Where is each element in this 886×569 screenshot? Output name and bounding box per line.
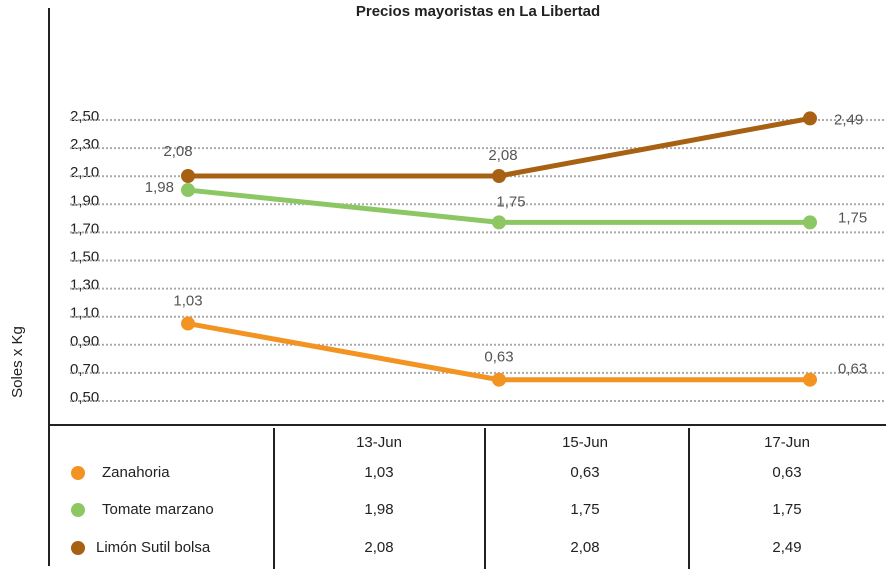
- data-label: 0,63: [838, 361, 867, 378]
- data-label: 0,63: [484, 349, 513, 366]
- point: [803, 372, 817, 387]
- y-tick-label: 1,50: [70, 248, 99, 265]
- legend-label: Tomate marzano: [102, 501, 214, 518]
- chart-title: Precios mayoristas en La Libertad: [356, 3, 600, 20]
- y-tick-label: 1,70: [70, 220, 99, 237]
- table-cell: 2,08: [570, 539, 599, 556]
- y-tick-label: 0,90: [70, 333, 99, 350]
- table-header: 13-Jun: [356, 434, 402, 451]
- y-tick-label: 0,70: [70, 361, 99, 378]
- legend-label: Zanahoria: [102, 464, 170, 481]
- y-tick-label: 2,10: [70, 164, 99, 181]
- y-tick-label: 2,30: [70, 136, 99, 153]
- y-tick-label: 1,10: [70, 305, 99, 322]
- data-label: 1,75: [496, 193, 525, 210]
- table-cell: 1,75: [570, 501, 599, 518]
- table-cell: 0,63: [570, 464, 599, 481]
- point: [181, 316, 195, 331]
- table-cell: 0,63: [772, 464, 801, 481]
- point: [181, 183, 195, 198]
- point: [492, 215, 506, 230]
- legend-marker: [71, 503, 85, 517]
- table-cell: 1,98: [364, 501, 393, 518]
- y-tick-label: 0,50: [70, 389, 99, 406]
- table-cell: 1,75: [772, 501, 801, 518]
- table-cell: 2,08: [364, 539, 393, 556]
- data-label: 1,03: [173, 293, 202, 310]
- y-tick-label: 1,90: [70, 192, 99, 209]
- point: [492, 169, 506, 184]
- data-label: 1,98: [145, 179, 174, 196]
- data-label: 2,08: [163, 143, 192, 160]
- y-tick-label: 1,30: [70, 277, 99, 294]
- table-cell: 1,03: [364, 464, 393, 481]
- legend-label: Limón Sutil bolsa: [96, 539, 211, 556]
- point: [492, 372, 506, 387]
- y-axis-label: Soles x Kg: [9, 326, 26, 398]
- point: [181, 169, 195, 184]
- point: [803, 215, 817, 230]
- data-label: 1,75: [838, 209, 867, 226]
- y-tick-label: 2,50: [70, 108, 99, 125]
- table-cell: 2,49: [772, 539, 801, 556]
- data-label: 2,08: [488, 147, 517, 164]
- legend-marker: [71, 466, 85, 480]
- data-label: 2,49: [834, 111, 863, 128]
- point: [803, 111, 817, 126]
- legend-marker: [71, 541, 85, 555]
- table-header: 15-Jun: [562, 434, 608, 451]
- table-header: 17-Jun: [764, 434, 810, 451]
